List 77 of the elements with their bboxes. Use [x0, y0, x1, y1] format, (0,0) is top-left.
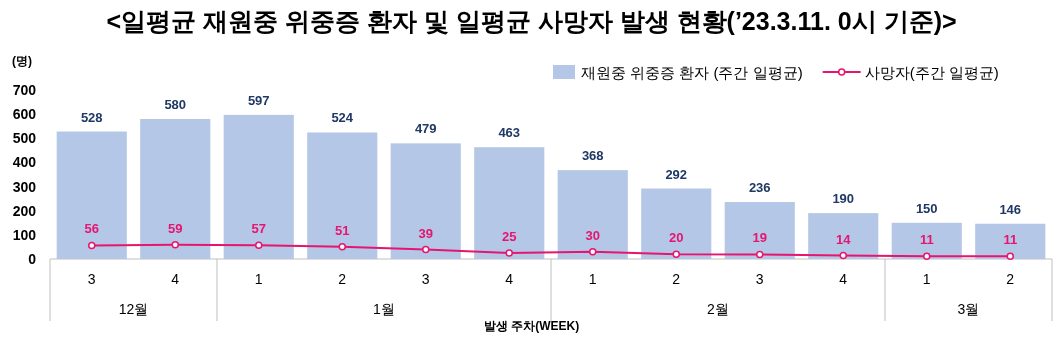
point — [338, 242, 346, 251]
bar — [474, 147, 545, 259]
y-axis-title: (명) — [12, 54, 32, 68]
point — [756, 250, 764, 259]
x-axis-title: 발생 주차(WEEK) — [483, 319, 580, 333]
data-label: 479 — [414, 121, 437, 137]
point — [923, 252, 931, 261]
legend-label: 재원중 위중증 환자 (주간 일평균) — [581, 64, 803, 81]
chart-title: <일평균 재원중 위중증 환자 및 일평균 사망자 발생 현황(’23.3.11. 0시 기준)> — [106, 7, 957, 35]
legend-label: 사망자(주간 일평균) — [864, 64, 999, 81]
x-tick-label: 4 — [839, 271, 848, 287]
data-label: 14 — [836, 231, 852, 247]
x-tick-label: 1 — [254, 271, 263, 287]
y-tick-label: 600 — [12, 106, 37, 123]
y-tick-label: 0 — [28, 251, 37, 267]
x-tick-label: 3 — [87, 271, 96, 287]
text: 12월 — [118, 301, 149, 317]
data-label: 190 — [832, 191, 855, 207]
x-tick-label: 4 — [505, 271, 514, 287]
text: 1월 — [373, 301, 395, 317]
y-tick-label: 400 — [12, 154, 37, 171]
y-tick-label: 700 — [12, 82, 37, 98]
bar — [891, 222, 962, 259]
x-tick-label: 4 — [171, 271, 180, 287]
data-label: 292 — [665, 166, 688, 182]
data-label: 597 — [247, 92, 270, 108]
x-tick-label: 3 — [755, 271, 764, 287]
point — [1006, 252, 1014, 261]
data-label: 39 — [418, 225, 433, 241]
text: 3월 — [957, 301, 980, 317]
x-tick-label: 3 — [421, 271, 430, 287]
bar — [56, 131, 127, 259]
data-label: 51 — [335, 222, 350, 238]
data-label: 528 — [80, 109, 103, 125]
point — [255, 241, 263, 249]
bar — [724, 202, 795, 259]
x-tick-label: 2 — [338, 271, 347, 287]
data-label: 463 — [498, 125, 521, 141]
point — [589, 248, 597, 256]
data-label: 146 — [999, 201, 1022, 217]
data-label: 57 — [251, 221, 266, 237]
data-label: 150 — [915, 200, 938, 216]
x-tick-label: 1 — [588, 271, 597, 287]
y-tick-label: 100 — [12, 226, 37, 243]
bar — [307, 132, 378, 259]
x-tick-label: 2 — [1006, 271, 1015, 287]
bar — [808, 213, 879, 259]
data-label: 30 — [585, 227, 600, 243]
point — [422, 245, 430, 254]
data-label: 25 — [502, 228, 517, 244]
data-label: 580 — [164, 96, 187, 112]
y-tick-label: 300 — [12, 178, 37, 195]
data-label: 20 — [669, 230, 684, 246]
point — [88, 241, 96, 250]
data-label: 11 — [919, 232, 934, 248]
point — [672, 250, 680, 258]
x-tick-label: 1 — [922, 271, 931, 287]
data-label: 368 — [581, 148, 604, 164]
data-label: 59 — [168, 220, 183, 236]
data-label: 11 — [1003, 232, 1018, 248]
bar — [140, 118, 211, 259]
bar — [975, 223, 1046, 259]
data-label: 56 — [84, 221, 99, 237]
bar — [223, 114, 294, 259]
data-label: 236 — [748, 180, 771, 196]
data-label: 19 — [752, 230, 767, 246]
point — [839, 251, 847, 260]
y-tick-label: 200 — [12, 202, 37, 219]
point — [505, 249, 513, 257]
bar — [390, 143, 461, 259]
data-label: 524 — [331, 110, 354, 126]
text: 2월 — [707, 301, 729, 317]
bar — [557, 170, 628, 259]
bar — [641, 188, 712, 259]
x-tick-label: 2 — [672, 271, 681, 287]
y-tick-label: 500 — [12, 130, 37, 147]
point — [171, 241, 179, 249]
